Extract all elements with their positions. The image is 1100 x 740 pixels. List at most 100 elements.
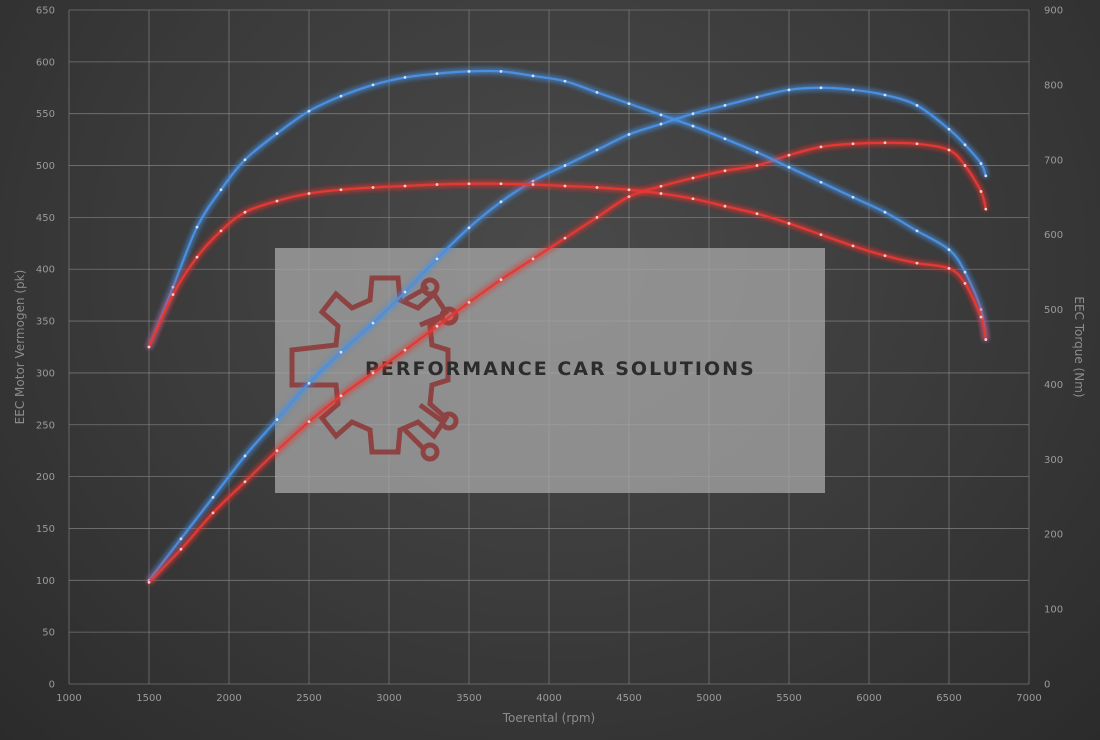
data-point (467, 301, 471, 304)
data-point (403, 184, 407, 188)
data-point (787, 88, 791, 92)
data-point (851, 244, 855, 248)
data-point (275, 199, 279, 203)
y2-axis-title: EEC Torque (Nm) (1072, 296, 1086, 397)
data-point (819, 180, 823, 184)
data-point (435, 72, 439, 76)
data-point (563, 79, 567, 83)
data-point (787, 153, 791, 157)
data-point (435, 324, 439, 328)
y-tick-label: 600 (36, 57, 55, 68)
data-point (243, 158, 247, 162)
data-point (819, 145, 823, 149)
data-point (915, 103, 919, 107)
axis-ticks: 1000 1500 2000 2500 3000 3500 4000 4500 5000 5500… (36, 6, 1063, 705)
data-point (595, 148, 599, 152)
data-point (883, 93, 887, 97)
data-point (984, 207, 988, 211)
data-point (723, 137, 727, 141)
data-point (243, 210, 247, 214)
x-tick-label: 6500 (936, 693, 961, 704)
data-point (755, 95, 759, 99)
y2-tick-label: 900 (1044, 6, 1063, 17)
data-point (979, 308, 983, 311)
data-point (659, 192, 663, 195)
y-tick-label: 400 (36, 265, 55, 276)
data-point (595, 215, 599, 219)
data-point (947, 127, 951, 131)
y2-tick-label: 700 (1044, 155, 1063, 166)
x-tick-label: 1500 (136, 693, 161, 704)
data-point (755, 164, 759, 167)
data-point (595, 90, 599, 94)
y-tick-label: 350 (36, 317, 55, 328)
data-point (243, 480, 247, 484)
data-point (467, 182, 471, 186)
y-tick-label: 250 (36, 420, 55, 431)
data-point (563, 236, 567, 240)
torque-line-red (147, 182, 987, 349)
data-point (627, 195, 631, 199)
data-point (435, 257, 439, 261)
data-point (531, 74, 535, 78)
y-axis-title: EEC Motor Vermogen (pk) (13, 270, 27, 425)
y-tick-label: 650 (36, 6, 55, 17)
data-point (627, 188, 631, 192)
data-point (595, 186, 599, 189)
y2-tick-label: 500 (1044, 305, 1063, 316)
data-point (371, 186, 375, 189)
data-point (691, 176, 695, 180)
data-point (883, 254, 887, 258)
data-point (275, 418, 279, 421)
data-point (963, 164, 967, 167)
data-point (851, 88, 855, 92)
y2-tick-label: 600 (1044, 230, 1063, 241)
x-tick-label: 7000 (1016, 693, 1041, 704)
data-point (755, 212, 759, 216)
data-point (307, 381, 311, 385)
data-point (211, 511, 215, 515)
x-tick-label: 1000 (56, 693, 81, 704)
data-point (403, 76, 407, 79)
y-tick-label: 300 (36, 368, 55, 379)
data-point (531, 179, 535, 183)
data-point (147, 345, 151, 349)
x-tick-label: 3500 (456, 693, 481, 704)
data-point (963, 143, 967, 147)
data-point (723, 204, 727, 208)
x-axis-title: Toerental (rpm) (502, 711, 595, 725)
data-point (499, 70, 503, 73)
y2-tick-label: 400 (1044, 380, 1063, 391)
data-point (787, 165, 791, 169)
data-point (307, 109, 311, 113)
data-point (984, 338, 988, 341)
data-point (467, 70, 471, 73)
data-point (371, 321, 375, 325)
data-point (851, 142, 855, 146)
data-point (659, 113, 663, 117)
data-point (435, 183, 439, 186)
data-point (179, 537, 183, 541)
data-point (171, 293, 175, 296)
data-point (563, 164, 567, 167)
data-point (755, 150, 759, 154)
data-point (467, 226, 471, 230)
x-tick-label: 4500 (616, 693, 641, 704)
gear-circuit-logo-icon (289, 275, 459, 462)
data-point (307, 192, 311, 195)
data-point (403, 348, 407, 352)
data-point (915, 142, 919, 146)
data-point (691, 197, 695, 201)
x-tick-label: 6000 (856, 693, 881, 704)
data-point (787, 222, 791, 225)
data-point (403, 290, 407, 294)
data-point (963, 281, 967, 285)
y2-tick-label: 800 (1044, 80, 1063, 91)
y-tick-label: 200 (36, 472, 55, 483)
y2-tick-label: 300 (1044, 455, 1063, 466)
data-point (147, 580, 151, 584)
data-point (531, 183, 535, 186)
data-point (979, 162, 983, 165)
x-tick-label: 2500 (296, 693, 321, 704)
